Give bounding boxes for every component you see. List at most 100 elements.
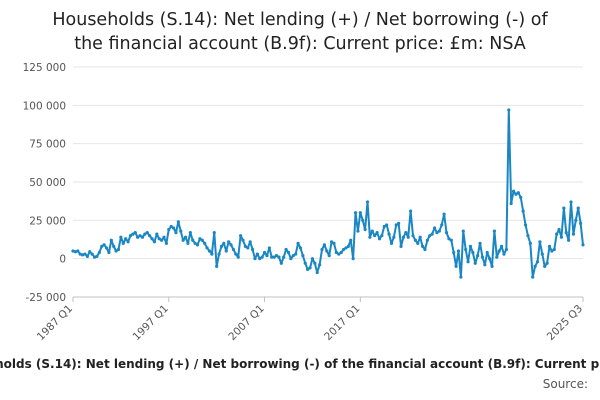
data-point[interactable] [133,231,137,235]
data-point[interactable] [169,224,173,229]
data-point[interactable] [253,257,257,261]
data-point[interactable] [557,227,561,232]
data-point[interactable] [277,255,281,259]
data-point[interactable] [332,241,336,245]
data-point[interactable] [411,234,415,238]
data-point[interactable] [461,229,465,233]
data-point[interactable] [435,231,439,235]
data-point[interactable] [155,232,159,236]
data-point[interactable] [145,231,149,235]
data-point[interactable] [152,240,157,244]
data-point[interactable] [363,227,367,232]
data-point[interactable] [148,234,152,238]
data-point[interactable] [540,252,544,256]
data-point[interactable] [409,209,413,213]
data-point[interactable] [126,240,130,244]
data-point[interactable] [315,270,319,275]
data-point[interactable] [236,255,240,259]
data-point[interactable] [392,235,396,239]
data-point[interactable] [339,250,343,255]
data-point[interactable] [76,249,80,253]
data-point[interactable] [459,275,463,279]
data-point[interactable] [303,261,307,265]
data-point[interactable] [399,244,403,248]
data-point[interactable] [351,257,355,261]
data-point[interactable] [380,234,384,238]
data-point[interactable] [401,235,406,239]
data-point[interactable] [547,244,552,248]
data-point[interactable] [511,189,516,193]
data-point[interactable] [119,235,123,239]
data-point[interactable] [136,235,140,239]
data-point[interactable] [318,263,322,267]
data-point[interactable] [504,247,508,252]
data-point[interactable] [186,241,190,245]
data-point[interactable] [466,260,470,264]
data-point[interactable] [100,244,104,248]
data-point[interactable] [207,249,212,253]
data-point[interactable] [528,241,532,245]
data-point[interactable] [104,246,109,250]
data-point[interactable] [171,226,176,230]
data-point[interactable] [538,240,542,244]
data-point[interactable] [200,238,204,242]
data-point[interactable] [468,244,473,248]
data-point[interactable] [262,250,267,255]
data-point[interactable] [581,243,585,247]
data-point[interactable] [128,234,133,238]
data-point[interactable] [535,260,540,264]
data-point[interactable] [418,235,422,239]
data-point[interactable] [325,249,329,253]
data-point[interactable] [545,261,549,265]
data-point[interactable] [531,275,535,279]
data-point[interactable] [533,264,537,268]
data-point[interactable] [576,206,580,210]
data-point[interactable] [231,247,236,252]
data-point[interactable] [485,250,489,255]
data-point[interactable] [294,252,298,256]
data-point[interactable] [265,254,269,258]
data-point[interactable] [157,237,161,241]
data-point[interactable] [329,240,334,244]
data-point[interactable] [550,249,554,253]
data-point[interactable] [112,244,116,248]
data-point[interactable] [241,238,245,242]
data-point[interactable] [552,247,556,252]
data-point[interactable] [516,191,520,195]
data-point[interactable] [258,257,262,261]
data-point[interactable] [195,243,200,247]
data-point[interactable] [394,223,398,227]
data-point[interactable] [198,237,202,241]
data-point[interactable] [131,232,135,236]
data-point[interactable] [215,264,219,268]
data-point[interactable] [361,218,365,222]
data-point[interactable] [174,231,178,235]
data-point[interactable] [179,229,183,233]
data-point[interactable] [480,255,485,259]
data-point[interactable] [219,244,224,248]
data-point[interactable] [83,252,87,256]
data-point[interactable] [492,229,497,233]
data-point[interactable] [341,247,346,252]
data-point[interactable] [437,229,441,233]
data-point[interactable] [471,250,475,255]
data-point[interactable] [239,234,243,238]
data-point[interactable] [523,223,528,227]
data-point[interactable] [121,241,125,245]
data-point[interactable] [95,254,99,258]
data-point[interactable] [140,235,145,239]
data-point[interactable] [571,232,576,236]
data-point[interactable] [449,238,453,242]
data-point[interactable] [555,232,559,236]
data-point[interactable] [90,252,94,256]
data-point[interactable] [356,229,360,233]
data-point[interactable] [385,223,389,227]
data-point[interactable] [322,243,327,247]
data-point[interactable] [373,234,377,238]
data-point[interactable] [425,238,429,242]
data-point[interactable] [164,241,168,245]
data-point[interactable] [162,235,166,239]
data-point[interactable] [320,247,324,252]
data-point[interactable] [222,241,226,245]
data-point[interactable] [353,211,358,215]
